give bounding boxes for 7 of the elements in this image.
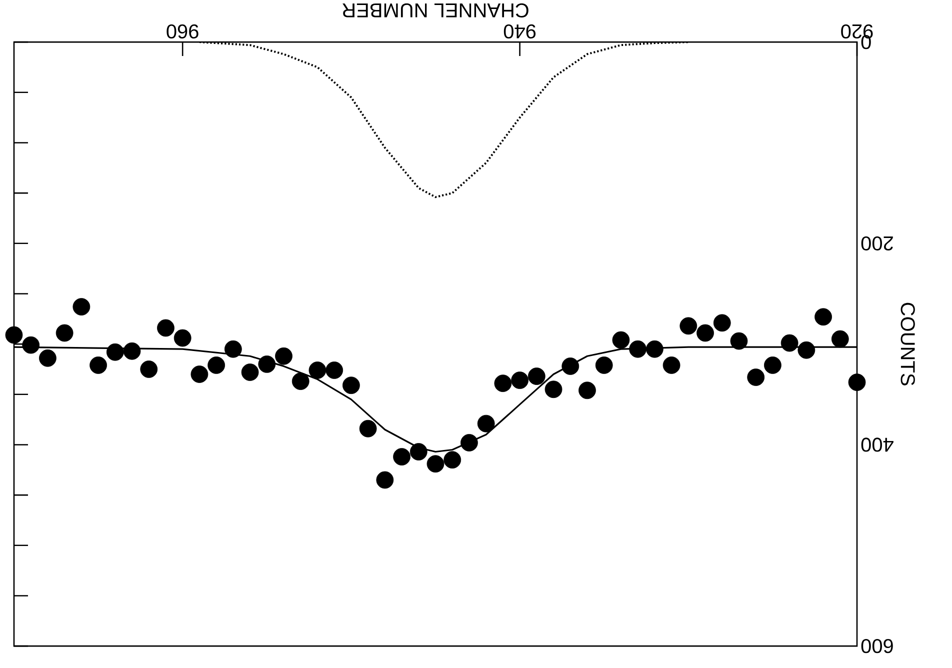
x-axis-title: CHANNEL NUMBER (342, 3, 528, 18)
y-axis-title: COUNTS (900, 302, 915, 386)
y-tick-label: 200 (861, 236, 893, 250)
y-tick-label: 400 (861, 438, 894, 452)
x-tick-label: 960 (166, 24, 198, 38)
y-tick-label: 600 (861, 638, 893, 654)
x-tick-label: 940 (504, 24, 536, 38)
